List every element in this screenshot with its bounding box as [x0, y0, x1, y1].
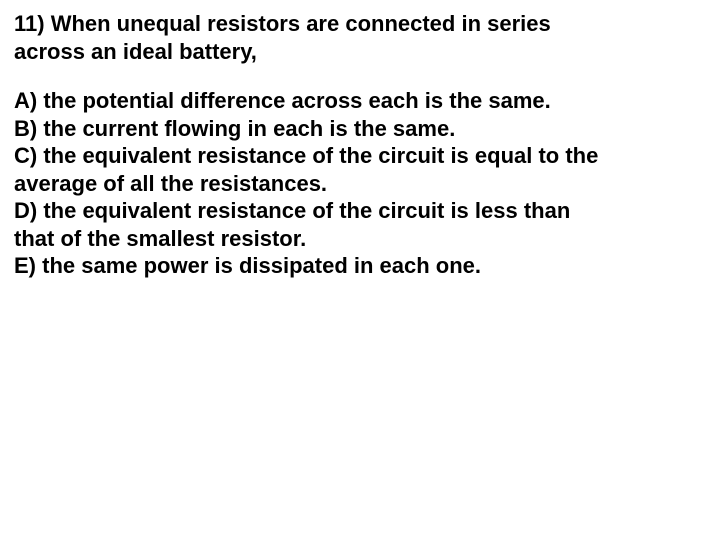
- stem-line-2: across an ideal battery,: [14, 38, 706, 66]
- stem-line-1: 11) When unequal resistors are connected…: [14, 10, 706, 38]
- option-d-line-1: D) the equivalent resistance of the circ…: [14, 197, 706, 225]
- option-b: B) the current flowing in each is the sa…: [14, 115, 706, 143]
- answer-options: A) the potential difference across each …: [14, 87, 706, 280]
- question-stem: 11) When unequal resistors are connected…: [14, 10, 706, 65]
- option-e: E) the same power is dissipated in each …: [14, 252, 706, 280]
- option-a: A) the potential difference across each …: [14, 87, 706, 115]
- option-c-line-2: average of all the resistances.: [14, 170, 706, 198]
- option-c-line-1: C) the equivalent resistance of the circ…: [14, 142, 706, 170]
- option-d-line-2: that of the smallest resistor.: [14, 225, 706, 253]
- slide-container: 11) When unequal resistors are connected…: [0, 0, 720, 540]
